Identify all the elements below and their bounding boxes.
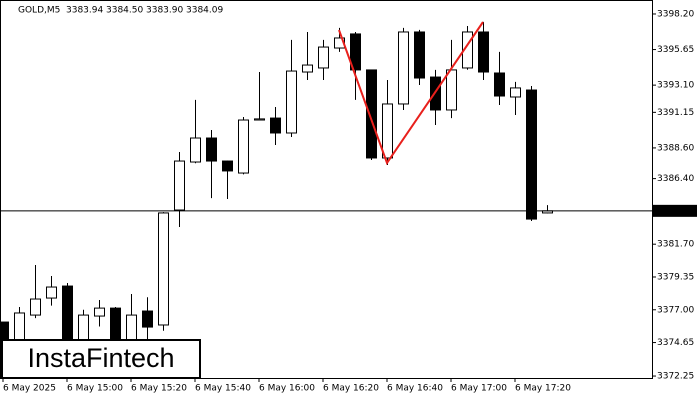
candle-body <box>526 89 537 220</box>
y-tick-label: 3391.15 <box>657 108 694 118</box>
x-tick-label: 6 May 2025 <box>3 384 56 394</box>
header: GOLD,M5 3383.94 3384.50 3383.90 3384.09 <box>18 6 223 16</box>
y-tick-label: 3377.00 <box>657 305 694 315</box>
y-tick-label: 3388.60 <box>657 143 694 153</box>
symbol: GOLD,M5 <box>18 6 60 16</box>
x-tick-label: 6 May 15:20 <box>131 384 187 394</box>
candle-body <box>398 31 409 105</box>
x-tick-label: 6 May 17:00 <box>451 384 507 394</box>
candle-body <box>190 137 201 163</box>
candle-body <box>462 31 473 69</box>
candle-body <box>350 33 361 71</box>
current-price-label: 3384.09 <box>657 206 694 216</box>
candle-body <box>206 137 217 162</box>
candle-body <box>478 31 489 73</box>
candle-body <box>254 118 265 121</box>
candle-body <box>174 160 185 211</box>
header-low: 3383.90 <box>146 6 183 16</box>
y-tick-label: 3381.70 <box>657 240 694 250</box>
x-tick-label: 6 May 15:40 <box>195 384 251 394</box>
y-tick-label: 3395.65 <box>657 45 694 55</box>
candle-body <box>286 70 297 134</box>
candle-body <box>270 117 281 134</box>
candle-body <box>302 64 313 73</box>
candle-body <box>494 72 505 97</box>
candle-body <box>30 298 41 316</box>
candle-body <box>446 69 457 111</box>
x-tick-label: 6 May 16:00 <box>259 384 315 394</box>
candle-body <box>318 46 329 69</box>
pattern-line <box>338 21 484 166</box>
candle-body <box>94 307 105 317</box>
candle-body <box>414 31 425 79</box>
y-tick-label: 3386.40 <box>657 174 694 184</box>
candle-body <box>158 212 169 326</box>
candle-body <box>382 103 393 159</box>
header-high: 3384.50 <box>106 6 143 16</box>
x-tick-label: 6 May 17:20 <box>515 384 571 394</box>
y-tick-label: 3372.25 <box>657 372 694 382</box>
brand: InstaFintech <box>27 343 174 373</box>
candle-body <box>14 312 25 341</box>
y-tick-label: 3379.35 <box>657 272 694 282</box>
candle-body <box>238 119 249 174</box>
header-open: 3383.94 <box>66 6 103 16</box>
x-tick-label: 6 May 16:20 <box>323 384 379 394</box>
y-tick-label: 3393.10 <box>657 81 694 91</box>
y-tick-label: 3398.20 <box>657 9 694 19</box>
candle-body <box>366 69 377 159</box>
candle-body <box>78 314 89 341</box>
candle-body <box>222 160 233 172</box>
candle-body <box>510 87 521 98</box>
candle-body <box>142 310 153 328</box>
candle-body <box>126 314 137 341</box>
current-price-box <box>653 204 697 217</box>
brand-box <box>1 339 201 379</box>
y-tick-label: 3374.65 <box>657 338 694 348</box>
header-close: 3384.09 <box>186 6 223 16</box>
x-tick-label: 6 May 15:00 <box>67 384 123 394</box>
x-tick-label: 6 May 16:40 <box>387 384 443 394</box>
candle-body <box>46 286 57 299</box>
